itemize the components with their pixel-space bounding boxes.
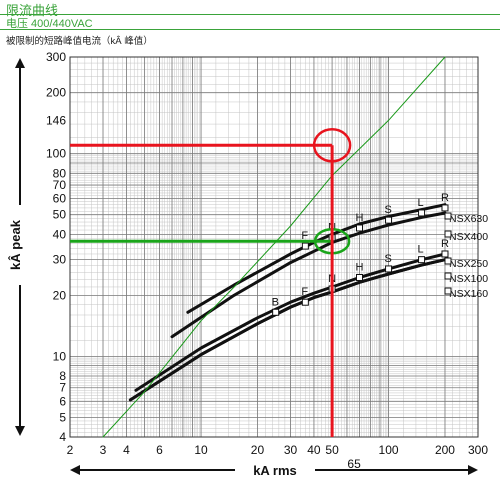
x-axis-arrow-left-head xyxy=(70,465,80,475)
marker-l xyxy=(418,256,426,264)
chart-title: 限流曲线 xyxy=(6,3,59,18)
marker-r xyxy=(441,250,449,258)
series-end-marker xyxy=(444,257,452,265)
x-tick-label: 2 xyxy=(67,443,74,457)
marker-s xyxy=(385,265,393,273)
y-tick-label: 4 xyxy=(59,430,66,444)
x-tick-label: 200 xyxy=(435,443,455,457)
x-tick-label: 40 xyxy=(307,443,321,457)
y-tick-label: 70 xyxy=(53,178,67,192)
marker-r xyxy=(441,204,449,212)
marker-label-f: F xyxy=(301,286,308,298)
y-tick-label: 300 xyxy=(46,50,66,64)
chart-subtitle: 被限制的短路峰值电流（kÂ 峰值） xyxy=(6,36,153,47)
marker-label-b: B xyxy=(272,296,279,308)
series-label-nsx100: NSX100 xyxy=(449,273,488,285)
series-nsx400 xyxy=(170,211,447,339)
x-tick-label: 300 xyxy=(468,443,488,457)
y-tick-label: 7 xyxy=(59,381,66,395)
marker-layer: BFNHSLRFNHSLR xyxy=(272,192,449,316)
x-tick-label: 30 xyxy=(284,443,298,457)
y-axis-arrow-up-head xyxy=(15,58,25,68)
y-tick-label: 60 xyxy=(53,192,67,206)
marker-label-s: S xyxy=(385,204,392,216)
y-tick-label: 50 xyxy=(53,208,67,222)
plot-frame xyxy=(69,56,479,438)
x-axis-arrow-right-head xyxy=(468,465,478,475)
marker-label-h: H xyxy=(356,212,364,224)
series-end-marker xyxy=(444,212,452,220)
y-axis-label: kÂ peak xyxy=(8,219,23,270)
x-tick-label: 6 xyxy=(156,443,163,457)
marker-b xyxy=(272,308,280,316)
marker-label-r: R xyxy=(441,192,449,204)
marker-f xyxy=(301,242,309,250)
y-tick-label: 20 xyxy=(53,288,67,302)
marker-label-s: S xyxy=(385,253,392,265)
marker-label-h: H xyxy=(356,261,364,273)
x-tick-label: 4 xyxy=(123,443,130,457)
y-axis-arrow-down-head xyxy=(15,426,25,436)
y-tick-label: 6 xyxy=(59,394,66,408)
x-axis-label: kA rms xyxy=(253,463,297,478)
marker-label-f: F xyxy=(301,230,308,242)
x-tick-label: 10 xyxy=(194,443,208,457)
x-tick-label: 100 xyxy=(379,443,399,457)
marker-label-l: L xyxy=(418,244,424,256)
y-tick-label: 30 xyxy=(53,253,67,267)
axis-layer: kA rms kÂ peak xyxy=(8,58,478,478)
y-tick-label: 146 xyxy=(46,113,66,127)
x-tick-label: 50 xyxy=(325,443,339,457)
marker-s xyxy=(385,216,393,224)
series-end-marker xyxy=(444,272,452,280)
x-extra-label: 65 xyxy=(347,457,361,471)
series-label-nsx630: NSX630 xyxy=(449,213,488,225)
y-tick-label: 100 xyxy=(46,147,66,161)
y-tick-label: 200 xyxy=(46,86,66,100)
y-tick-label: 5 xyxy=(59,410,66,424)
y-tick-label: 40 xyxy=(53,227,67,241)
annotation-layer xyxy=(70,128,352,437)
marker-label-l: L xyxy=(418,197,424,209)
series-label-nsx160: NSX160 xyxy=(449,288,488,300)
y-tick-label: 8 xyxy=(59,369,66,383)
major-grid xyxy=(69,56,479,438)
y-tick-label: 80 xyxy=(53,166,67,180)
marker-l xyxy=(418,209,426,217)
marker-label-r: R xyxy=(441,238,449,250)
series-prospective-peak-line xyxy=(102,56,446,438)
voltage-label: 电压 400/440VAC xyxy=(6,18,93,30)
tick-label-layer: 2 3 4 6 10 20 30 40 50 100 200 30045678102030405060… xyxy=(46,50,488,471)
marker-h xyxy=(356,224,364,232)
marker-h xyxy=(356,273,364,281)
series-nsx250 xyxy=(134,252,447,392)
series-nsx160 xyxy=(128,258,447,402)
series-label-nsx250: NSX250 xyxy=(449,258,488,270)
x-tick-label: 3 xyxy=(100,443,107,457)
series-end-marker xyxy=(444,230,452,238)
marker-f xyxy=(301,298,309,306)
series-end-marker xyxy=(444,287,452,295)
series-nsx100 xyxy=(128,258,447,402)
y-tick-label: 10 xyxy=(53,349,67,363)
series-label-nsx400: NSX400 xyxy=(449,231,488,243)
x-tick-label: 20 xyxy=(251,443,265,457)
